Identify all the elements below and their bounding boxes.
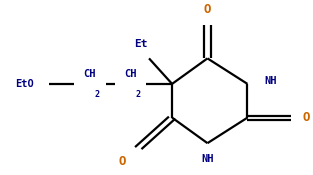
Text: 2: 2 [94,90,99,99]
Text: CH: CH [83,69,95,79]
Text: NH: NH [201,154,214,164]
Text: O: O [303,111,310,124]
Text: EtO: EtO [15,79,34,89]
Text: NH: NH [264,76,277,86]
Text: Et: Et [135,38,148,48]
Text: O: O [118,155,126,168]
Text: O: O [204,3,211,16]
Text: 2: 2 [136,90,141,99]
Text: CH: CH [124,69,137,79]
